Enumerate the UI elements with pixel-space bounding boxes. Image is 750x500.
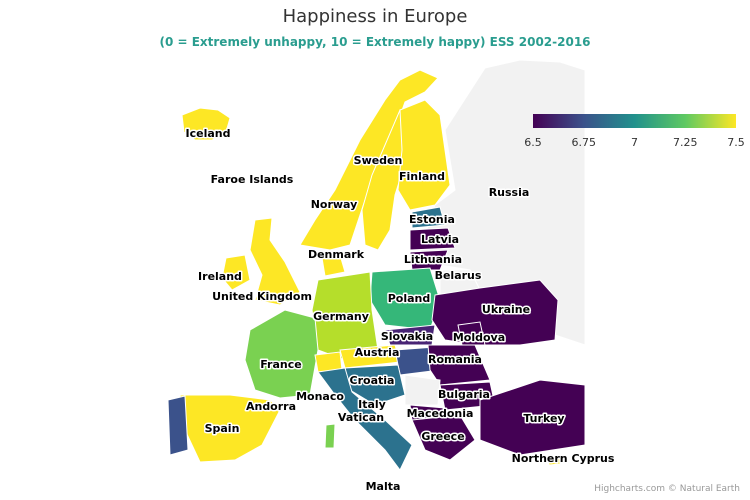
country-france[interactable] [244,309,319,399]
label-turkey: Turkey [523,412,564,425]
label-monaco: Monaco [296,390,344,403]
country-moldova[interactable] [457,321,486,346]
label-ncyprus: Northern Cyprus [512,452,615,465]
country-sardinia[interactable] [324,423,336,449]
country-romania[interactable] [427,344,491,386]
country-greece[interactable] [411,414,476,461]
country-iceland[interactable] [181,107,231,141]
country-serbia[interactable] [404,374,441,406]
country-portugal[interactable] [167,395,189,456]
legend-tick: 7.25 [673,136,698,149]
label-latvia: Latvia [421,233,459,246]
label-france: France [260,358,301,371]
country-estonia[interactable] [411,206,446,229]
label-romania: Romania [428,353,482,366]
label-bulgaria: Bulgaria [438,388,490,401]
country-italy[interactable] [317,367,413,471]
label-italy: Italy [358,398,386,411]
label-greece: Greece [421,430,464,443]
label-lithuania: Lithuania [404,253,462,266]
country-turkey[interactable] [479,379,586,456]
country-spain[interactable] [179,394,281,463]
credits-link[interactable]: Highcharts.com © Natural Earth [594,484,740,494]
label-andorra: Andorra [246,400,296,413]
country-ireland[interactable] [221,254,251,291]
legend-gradient-bar [533,114,736,128]
country-ncyprus[interactable] [547,455,563,466]
label-ukraine: Ukraine [482,303,530,316]
chart-title: Happiness in Europe [282,6,468,27]
label-austria: Austria [355,346,400,359]
label-germany: Germany [313,310,369,323]
label-malta: Malta [366,480,401,493]
country-uk[interactable] [249,217,301,306]
country-norway[interactable] [299,69,439,251]
label-croatia: Croatia [350,374,395,387]
legend-ticks: 6.5 6.75 7 7.25 7.5 [524,136,745,152]
label-iceland: Iceland [186,127,231,140]
label-poland: Poland [388,292,431,305]
chart-subtitle: (0 = Extremely unhappy, 10 = Extremely h… [159,35,591,49]
country-denmark[interactable] [321,254,346,277]
label-sweden: Sweden [354,154,403,167]
legend-tick: 7.5 [727,136,745,149]
label-estonia: Estonia [409,213,455,226]
label-denmark: Denmark [308,248,365,261]
country-latvia[interactable] [409,227,456,251]
color-legend: 6.5 6.75 7 7.25 7.5 [524,114,745,152]
label-russia: Russia [489,186,530,199]
label-spain: Spain [205,422,240,435]
country-finland[interactable] [397,99,451,211]
label-slovakia: Slovakia [381,330,433,343]
label-uk: United Kingdom [212,290,312,303]
label-macedonia: Macedonia [407,407,474,420]
label-moldova: Moldova [453,331,505,344]
legend-tick: 7 [631,136,638,149]
label-faroe: Faroe Islands [211,173,294,186]
legend-tick: 6.5 [524,136,542,149]
label-finland: Finland [399,170,445,183]
label-vatican: Vatican [338,411,384,424]
label-belarus: Belarus [435,269,482,282]
legend-tick: 6.75 [571,136,597,149]
label-ireland: Ireland [198,270,242,283]
label-norway: Norway [311,198,358,211]
